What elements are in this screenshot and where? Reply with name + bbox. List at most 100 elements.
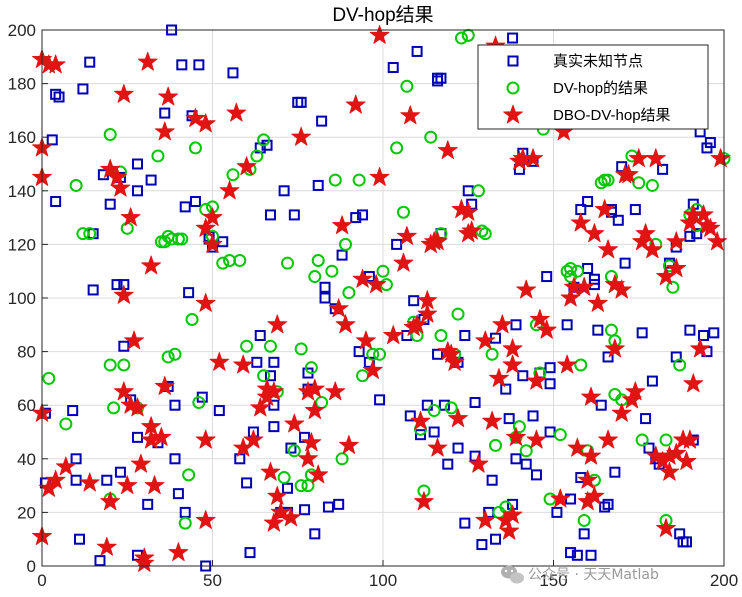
true-node-marker <box>254 330 266 342</box>
dbo-dvhop-marker <box>195 429 216 449</box>
dvhop-marker <box>325 264 339 278</box>
dbo-dvhop-marker <box>134 547 155 567</box>
dbo-dvhop-marker <box>79 472 100 492</box>
dbo-dvhop-marker <box>304 378 325 398</box>
true-node-marker <box>708 327 720 339</box>
dbo-dvhop-marker <box>113 284 134 304</box>
true-node-marker <box>169 453 181 465</box>
dvhop-marker <box>342 286 356 300</box>
true-node-marker <box>131 185 143 197</box>
dbo-dvhop-marker <box>611 402 632 422</box>
true-node-marker <box>530 469 542 481</box>
dvhop-marker <box>635 433 649 447</box>
dvhop-marker <box>632 176 646 190</box>
dbo-dvhop-marker <box>407 314 428 334</box>
dbo-dvhop-marker <box>666 231 687 251</box>
dvhop-marker <box>400 79 414 93</box>
true-node-marker <box>77 83 89 95</box>
dbo-dvhop-marker <box>335 314 356 334</box>
true-node-marker <box>415 429 427 441</box>
true-node-marker <box>640 413 652 425</box>
dbo-dvhop-marker <box>598 239 618 259</box>
dbo-dvhop-marker <box>308 464 329 484</box>
dvhop-marker <box>338 237 352 251</box>
true-node-marker <box>657 163 669 175</box>
true-node-marker <box>299 504 311 516</box>
true-node-marker <box>404 410 416 422</box>
dbo-dvhop-marker <box>693 204 714 224</box>
true-node-marker <box>571 549 583 561</box>
true-node-marker <box>503 413 515 425</box>
dvhop-marker <box>185 312 199 326</box>
dbo-dvhop-marker <box>560 287 581 307</box>
true-node-marker <box>612 214 624 226</box>
x-tick-label: 0 <box>37 571 46 590</box>
dbo-dvhop-marker <box>267 314 288 334</box>
dbo-dvhop-marker <box>168 542 189 562</box>
true-node-marker <box>183 287 195 299</box>
dbo-dvhop-marker <box>158 86 179 106</box>
true-node-marker <box>142 498 154 510</box>
dbo-dvhop-marker <box>137 51 158 71</box>
y-tick-label: 40 <box>17 450 36 469</box>
true-node-marker <box>244 547 256 559</box>
true-node-marker <box>527 410 539 422</box>
dvhop-marker <box>151 149 165 163</box>
dvhop-marker <box>352 173 366 187</box>
true-node-marker <box>67 405 79 417</box>
true-node-marker <box>169 399 181 411</box>
true-node-marker <box>50 88 62 100</box>
legend-marker-circle <box>506 81 520 95</box>
dvhop-marker <box>216 256 230 270</box>
dbo-dvhop-marker <box>195 510 216 529</box>
true-node-marker <box>357 209 369 221</box>
dbo-dvhop-marker <box>110 177 131 197</box>
dvhop-marker <box>263 339 277 353</box>
dbo-dvhop-marker <box>550 488 571 508</box>
dbo-dvhop-marker <box>270 502 291 521</box>
dbo-dvhop-marker <box>393 252 414 272</box>
chart-title: DV-hop结果 <box>332 4 433 26</box>
true-node-marker <box>94 555 106 567</box>
dvhop-marker <box>376 264 390 278</box>
legend-marker-square <box>507 55 519 67</box>
y-tick-label: 100 <box>8 289 36 308</box>
dbo-dvhop-marker <box>267 485 288 505</box>
true-node-marker <box>469 397 481 409</box>
dbo-dvhop-marker <box>113 83 134 103</box>
dbo-dvhop-marker <box>659 461 680 481</box>
dbo-dvhop-marker <box>502 504 523 524</box>
dvhop-marker <box>294 342 308 356</box>
dbo-dvhop-marker <box>45 54 66 74</box>
true-node-marker <box>510 319 522 331</box>
true-node-marker <box>53 91 65 103</box>
dbo-dvhop-marker <box>281 507 301 527</box>
dbo-dvhop-marker <box>458 201 479 221</box>
true-node-marker <box>510 453 522 465</box>
dbo-dvhop-marker <box>219 180 240 200</box>
dbo-dvhop-marker <box>366 274 387 294</box>
dbo-dvhop-marker <box>301 432 322 452</box>
dbo-dvhop-marker <box>362 359 383 379</box>
y-tick-label: 0 <box>27 557 36 576</box>
true-node-marker <box>578 528 590 540</box>
true-node-marker <box>295 96 307 108</box>
dbo-dvhop-marker <box>642 239 663 259</box>
dbo-dvhop-marker <box>502 338 523 358</box>
true-node-marker <box>486 474 498 486</box>
dvhop-marker <box>485 347 499 361</box>
dbo-dvhop-marker <box>233 354 254 374</box>
dvhop-marker <box>471 184 485 198</box>
true-node-marker <box>551 506 563 518</box>
dvhop-marker <box>519 444 533 458</box>
dbo-dvhop-marker <box>628 148 649 168</box>
true-node-marker <box>432 348 444 360</box>
true-node-marker <box>609 466 621 478</box>
dbo-dvhop-marker <box>526 370 547 390</box>
dvhop-marker <box>103 128 117 142</box>
dbo-dvhop-marker <box>710 148 731 168</box>
dbo-dvhop-marker <box>676 451 697 470</box>
y-tick-label: 160 <box>8 128 36 147</box>
dvhop-marker <box>188 141 202 155</box>
